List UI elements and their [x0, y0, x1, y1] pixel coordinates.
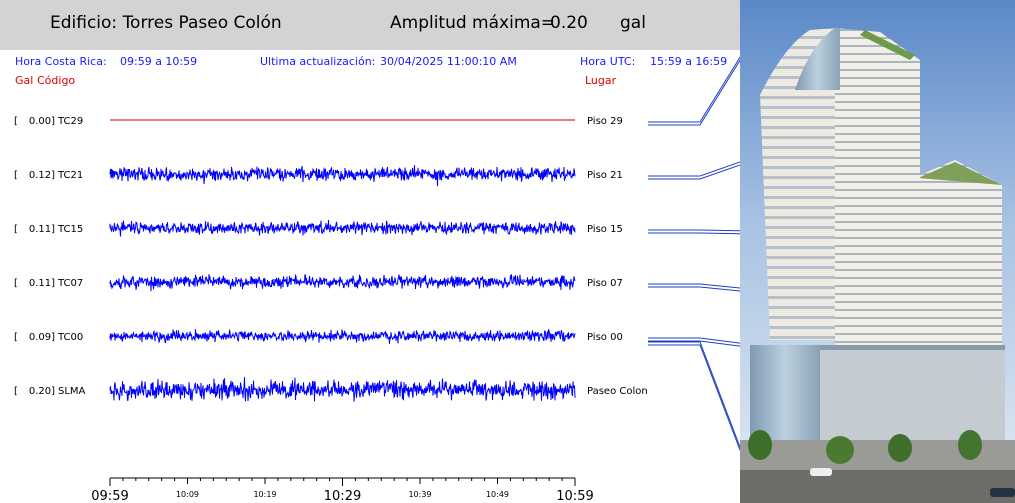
- floor-leader-line: [648, 286, 740, 292]
- trace-bracket: [: [14, 116, 18, 127]
- floor-leader-line: [648, 161, 740, 177]
- trace-bracket: [: [14, 224, 18, 235]
- last-update-label: Ultima actualización:: [260, 55, 376, 68]
- seismograph-chart: [0.00] TC29 Piso 29 [0.12] TC21 Piso 21 [0.11]…: [14, 56, 740, 503]
- local-time-label: Hora Costa Rica:: [15, 55, 107, 68]
- floor-leader-line: [648, 337, 740, 344]
- trace-code: TC07: [57, 278, 83, 289]
- trace-gal-value: 0.20]: [29, 386, 55, 397]
- floor-leader-line: [648, 56, 740, 123]
- trace-location: Paseo Colon: [587, 386, 648, 397]
- trace-location: Piso 29: [587, 116, 623, 127]
- trace-code: TC00: [57, 332, 83, 343]
- floor-leader-line: [648, 283, 740, 289]
- max-amplitude-label: Amplitud máxima=: [390, 13, 556, 33]
- column-header-place: Lugar: [585, 74, 617, 87]
- floor-leader-line: [648, 340, 740, 347]
- last-update-value: 30/04/2025 11:00:10 AM: [380, 55, 517, 68]
- trace-gal-value: 0.12]: [29, 170, 55, 181]
- trace-code: SLMA: [58, 386, 86, 397]
- trace-code: TC15: [57, 224, 83, 235]
- time-tick-label: 10:29: [324, 489, 361, 503]
- trace-waveform: [109, 273, 576, 292]
- time-tick-label: 10:49: [486, 490, 509, 499]
- floor-leader-line: [648, 232, 740, 235]
- floor-leader-line: [648, 229, 740, 232]
- ground-leader-line: [648, 344, 740, 452]
- trace-waveform: [109, 377, 576, 402]
- ground-leader-line: [648, 341, 740, 449]
- utc-time-range: 15:59 a 16:59: [650, 55, 728, 68]
- trace-code: TC29: [57, 116, 83, 127]
- column-header-gal: Gal: [15, 74, 34, 87]
- trace-location: Piso 07: [587, 278, 623, 289]
- trace-bracket: [: [14, 386, 18, 397]
- building-title: Edificio: Torres Paseo Colón: [50, 13, 282, 33]
- trace-bracket: [: [14, 332, 18, 343]
- time-tick-label: 10:09: [176, 490, 199, 499]
- max-amplitude-value: 0.20: [550, 13, 588, 33]
- trace-gal-value: 0.11]: [29, 278, 55, 289]
- header-bar: Edificio: Torres Paseo Colón Amplitud má…: [0, 0, 740, 50]
- building-photo: [740, 0, 1015, 503]
- trace-gal-value: 0.00]: [29, 116, 55, 127]
- local-time-range: 09:59 a 10:59: [120, 55, 198, 68]
- trace-bracket: [: [14, 278, 18, 289]
- trace-code: TC21: [57, 170, 83, 181]
- time-tick-label: 10:19: [253, 490, 276, 499]
- utc-time-label: Hora UTC:: [580, 55, 636, 68]
- trace-location: Piso 15: [587, 224, 623, 235]
- max-amplitude-unit: gal: [620, 13, 646, 33]
- column-header-code: Código: [37, 74, 76, 87]
- trace-waveform: [109, 219, 576, 237]
- trace-location: Piso 21: [587, 170, 623, 181]
- trace-bracket: [: [14, 170, 18, 181]
- time-tick-label: 10:39: [408, 490, 431, 499]
- time-tick-label: 10:59: [556, 489, 593, 503]
- floor-leader-line: [648, 59, 740, 126]
- trace-location: Piso 00: [587, 332, 623, 343]
- trace-waveform: [109, 328, 576, 344]
- trace-waveform: [109, 165, 576, 187]
- trace-gal-value: 0.11]: [29, 224, 55, 235]
- floor-leader-line: [648, 164, 740, 180]
- trace-gal-value: 0.09]: [29, 332, 55, 343]
- time-tick-label: 09:59: [91, 489, 128, 503]
